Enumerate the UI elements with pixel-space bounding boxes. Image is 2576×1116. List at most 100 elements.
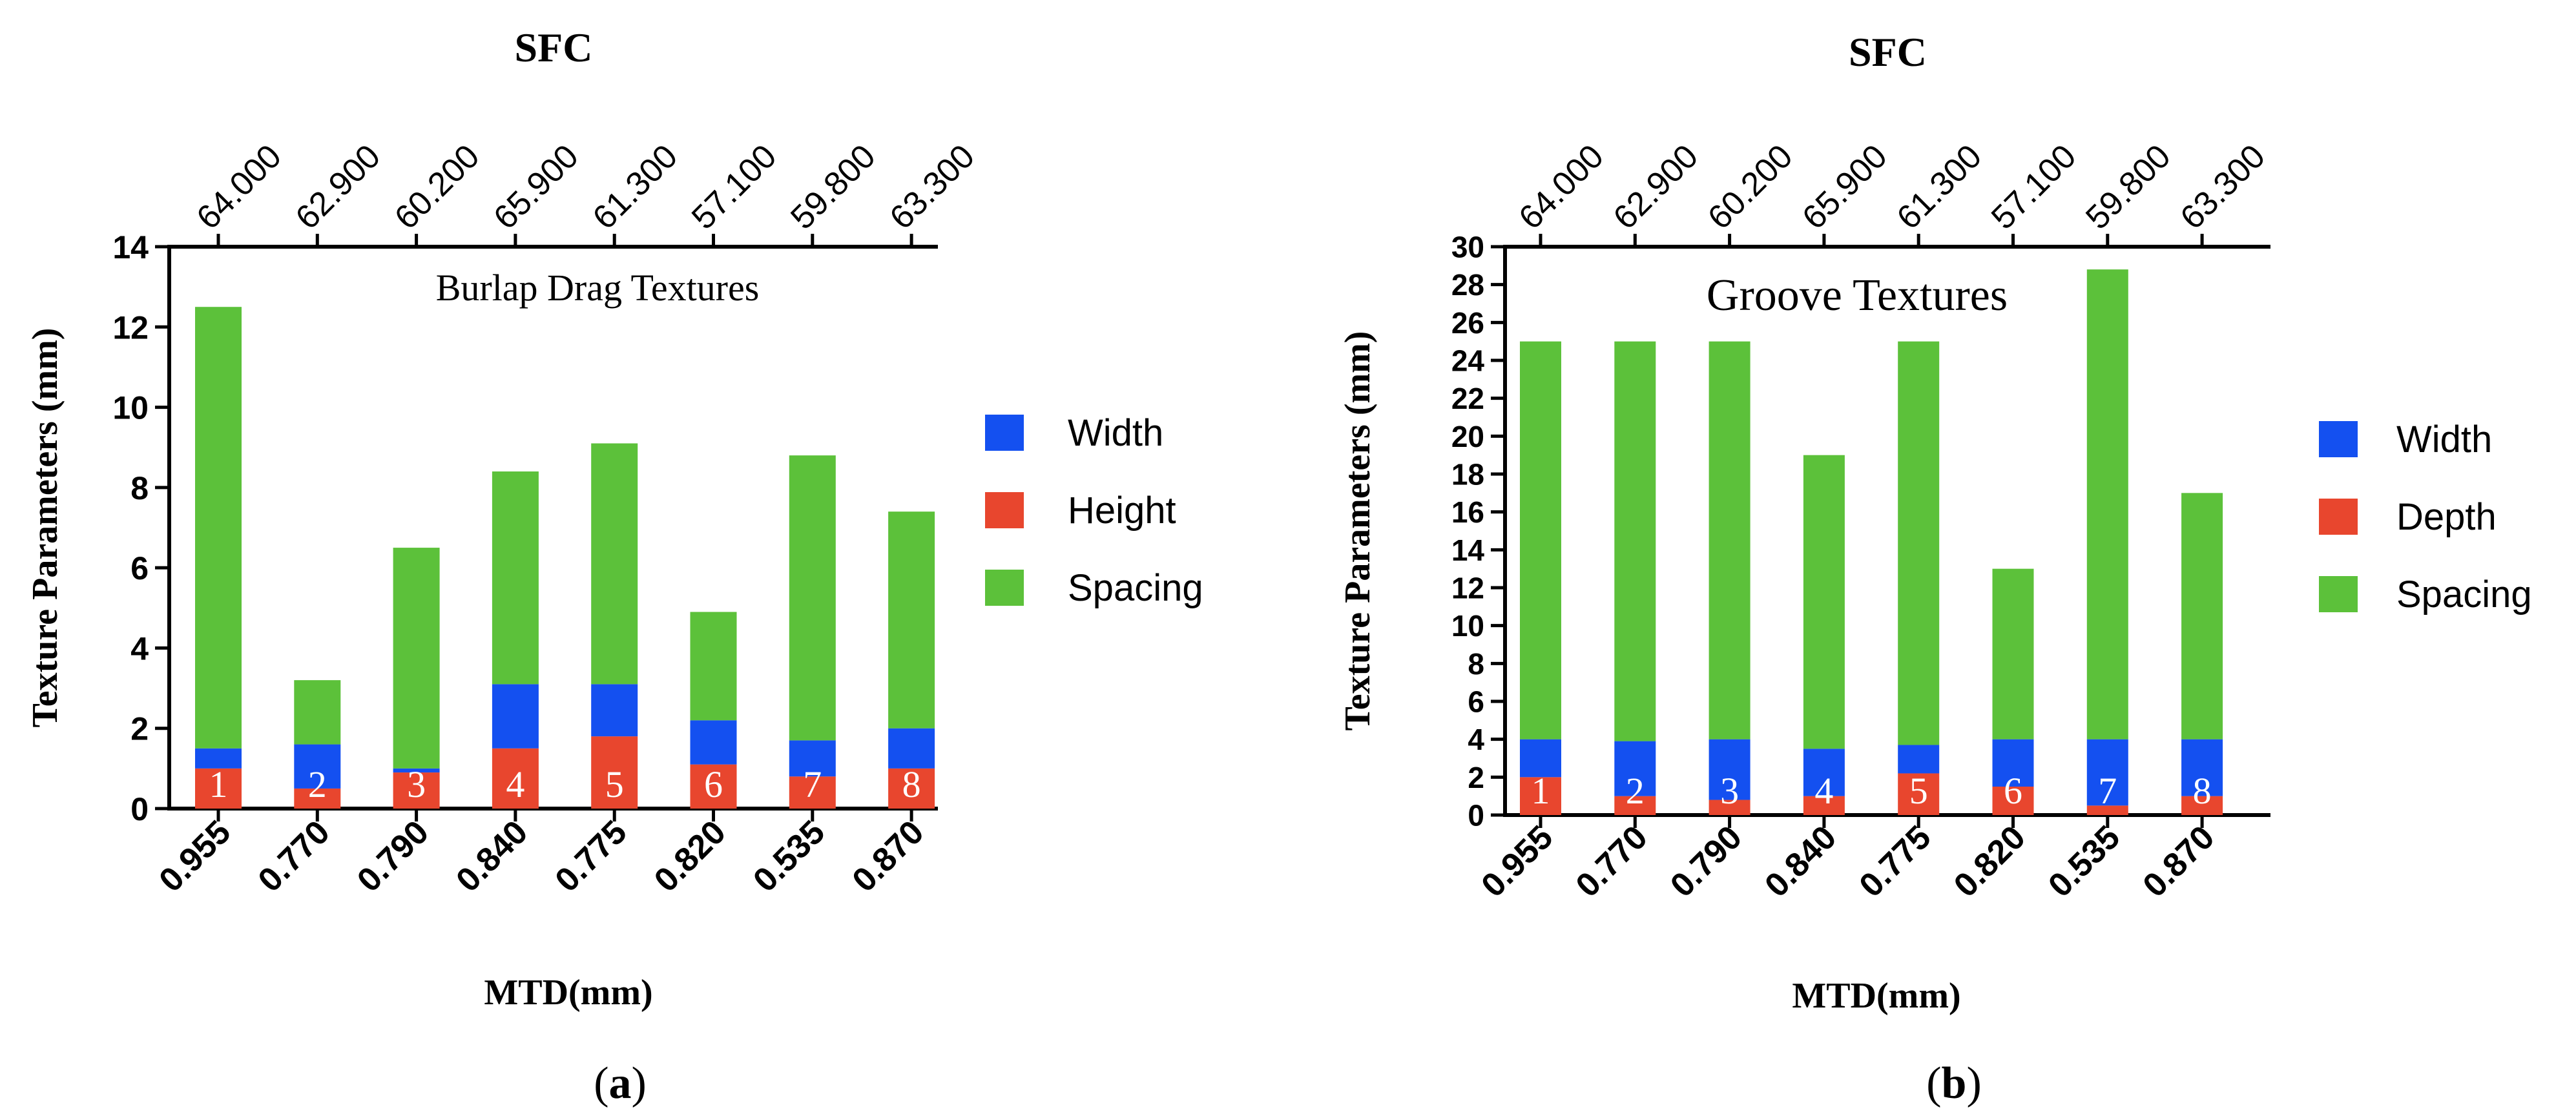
panel-a-bar-height-3	[393, 772, 440, 809]
panel-a-bar-number: 1	[209, 763, 228, 805]
panel-a-panel-label: (a)	[594, 1059, 647, 1108]
panel-a-bar-spacing-5	[591, 443, 638, 685]
panel-a-bar-width-6	[690, 720, 737, 765]
panel-b-bar-spacing-5	[1898, 341, 1940, 745]
panel-a-y-tick-label: 4	[130, 630, 149, 666]
panel-a-y-tick-label: 10	[112, 390, 149, 426]
panel-b-top-tick-label: 64.000	[1511, 138, 1610, 236]
panel-b-top-tick-label: 57.100	[1984, 138, 2083, 236]
panel-a-bar-height-5	[591, 736, 638, 809]
panel-b-panel-label: (b)	[1926, 1059, 1982, 1108]
panel-b-bar-width-5	[1898, 745, 1940, 774]
panel-b-y-tick-label: 6	[1468, 685, 1484, 719]
panel-a-legend-label-spacing: Spacing	[1068, 567, 1203, 609]
panel-b-bar-number: 4	[1814, 770, 1833, 812]
panel-a-legend-swatch-spacing	[985, 570, 1024, 606]
panel-b-y-tick-label: 10	[1451, 609, 1484, 643]
panel-a-bar-number: 6	[704, 763, 723, 805]
panel-b-bar-width-3	[1709, 739, 1750, 800]
panel-b-top-axis-title: SFC	[1849, 29, 1927, 75]
panel-b-y-tick-label: 26	[1451, 306, 1484, 340]
panel-a-x-tick-label: 0.790	[350, 813, 436, 899]
panel-b-bar-depth-7	[2086, 805, 2128, 815]
panel-b-legend-label-depth: Depth	[2396, 496, 2497, 538]
panel-b-y-tick-label: 28	[1451, 268, 1484, 302]
panel-b-y-tick-label: 20	[1451, 420, 1484, 453]
panel-a-y-tick-label: 2	[130, 711, 149, 747]
panel-a-bar-number: 8	[902, 763, 921, 805]
panel-b-y-tick-label: 0	[1468, 799, 1484, 832]
panel-a-bar-number: 3	[407, 763, 426, 805]
panel-b-bar-number: 6	[2004, 770, 2022, 812]
panel-b-top-tick-label: 62.900	[1606, 138, 1705, 236]
panel-a-x-tick-label: 0.770	[251, 813, 337, 899]
panel-a-chart-title: Burlap Drag Textures	[436, 267, 760, 309]
panel-b-y-tick-label: 12	[1451, 572, 1484, 605]
panel-b-legend-label-spacing: Spacing	[2396, 574, 2532, 615]
panel-a-bar-height-1	[195, 768, 242, 809]
panel-b-legend-label-width: Width	[2396, 418, 2492, 460]
panel-b-bar-spacing-7	[2086, 269, 2128, 739]
panel-b-bar-width-4	[1803, 749, 1845, 796]
panel-b-bar-spacing-4	[1803, 455, 1845, 749]
panel-b-bar-depth-5	[1898, 773, 1940, 815]
panel-b-bar-spacing-3	[1709, 341, 1750, 739]
panel-a-x-tick-label: 0.955	[152, 813, 238, 899]
panel-b-x-tick-label: 0.820	[1947, 818, 2033, 904]
panel-a-bar-height-2	[294, 788, 341, 809]
panel-b-bar-width-7	[2086, 739, 2128, 806]
panel-a-legend-swatch-height	[985, 492, 1024, 528]
panel-a-top-tick-label: 61.300	[586, 138, 685, 236]
panel-a-legend-label-height: Height	[1068, 490, 1176, 532]
panel-b-x-tick-label: 0.840	[1758, 818, 1844, 904]
panel-a-top-tick-label: 65.900	[486, 138, 585, 236]
panel-b-y-tick-label: 8	[1468, 647, 1484, 681]
panel-b-top-tick-label: 59.800	[2079, 138, 2177, 236]
panel-b-y-tick-label: 4	[1468, 723, 1484, 756]
panel-a-bar-spacing-7	[789, 455, 836, 741]
panel-a-bar-number: 5	[605, 763, 624, 805]
panel-b-y-tick-label: 24	[1451, 344, 1485, 378]
panel-b-bar-width-2	[1614, 741, 1656, 796]
panel-a-bar-height-6	[690, 764, 737, 809]
panel-a-bar-spacing-1	[195, 307, 242, 749]
panel-a-top-tick-label: 64.000	[189, 138, 288, 236]
panel-b-bar-spacing-1	[1520, 341, 1561, 739]
panel-b-bar-spacing-8	[2181, 493, 2223, 739]
panel-a-top-tick-label: 57.100	[685, 138, 784, 236]
panel-b-y-tick-label: 16	[1451, 495, 1484, 529]
panel-b-y-tick-label: 2	[1468, 761, 1484, 794]
panel-b-y-tick-label: 18	[1451, 458, 1484, 491]
panel-b-bar-depth-4	[1803, 796, 1845, 815]
panel-a-top-tick-label: 62.900	[289, 138, 388, 236]
panel-b-bar-number: 2	[1626, 770, 1645, 812]
panel-a-y-tick-label: 14	[112, 229, 149, 265]
panel-b-legend-swatch-width	[2319, 421, 2358, 457]
panel-b-bar-width-8	[2181, 739, 2223, 796]
panel-a-bar-width-8	[888, 728, 935, 769]
panel-b-top-tick-label: 60.200	[1701, 138, 1800, 236]
panel-a-bar-spacing-6	[690, 612, 737, 721]
panel-b-bar-number: 8	[2193, 770, 2212, 812]
panel-a-bar-width-5	[591, 684, 638, 737]
panel-b-y-axis-title: Texture Parameters (mm)	[1338, 331, 1378, 731]
panel-b-bar-number: 5	[1909, 770, 1928, 812]
panel-a-bar-width-2	[294, 744, 341, 789]
panel-a-bar-spacing-3	[393, 548, 440, 769]
panel-b-top-tick-label: 63.300	[2174, 138, 2272, 236]
panel-b-bar-width-6	[1992, 739, 2034, 787]
panel-b-y-tick-label: 30	[1451, 231, 1484, 264]
panel-b-y-tick-label: 22	[1451, 382, 1484, 415]
panel-a-y-tick-label: 6	[130, 550, 149, 586]
panel-a-bar-width-4	[492, 684, 539, 749]
panel-b-x-tick-label: 0.790	[1663, 818, 1749, 904]
panel-b-x-tick-label: 0.870	[2136, 818, 2222, 904]
panel-b-top-tick-label: 65.900	[1795, 138, 1894, 236]
panel-a-legend-label-width: Width	[1068, 412, 1163, 454]
panel-b-top-tick-label: 61.300	[1890, 138, 1989, 236]
panel-b-chart-title: Groove Textures	[1707, 271, 2008, 320]
panel-b-x-axis-title: MTD(mm)	[1792, 976, 1960, 1016]
panel-b-x-tick-label: 0.535	[2041, 818, 2127, 904]
panel-b-bar-depth-8	[2181, 796, 2223, 815]
